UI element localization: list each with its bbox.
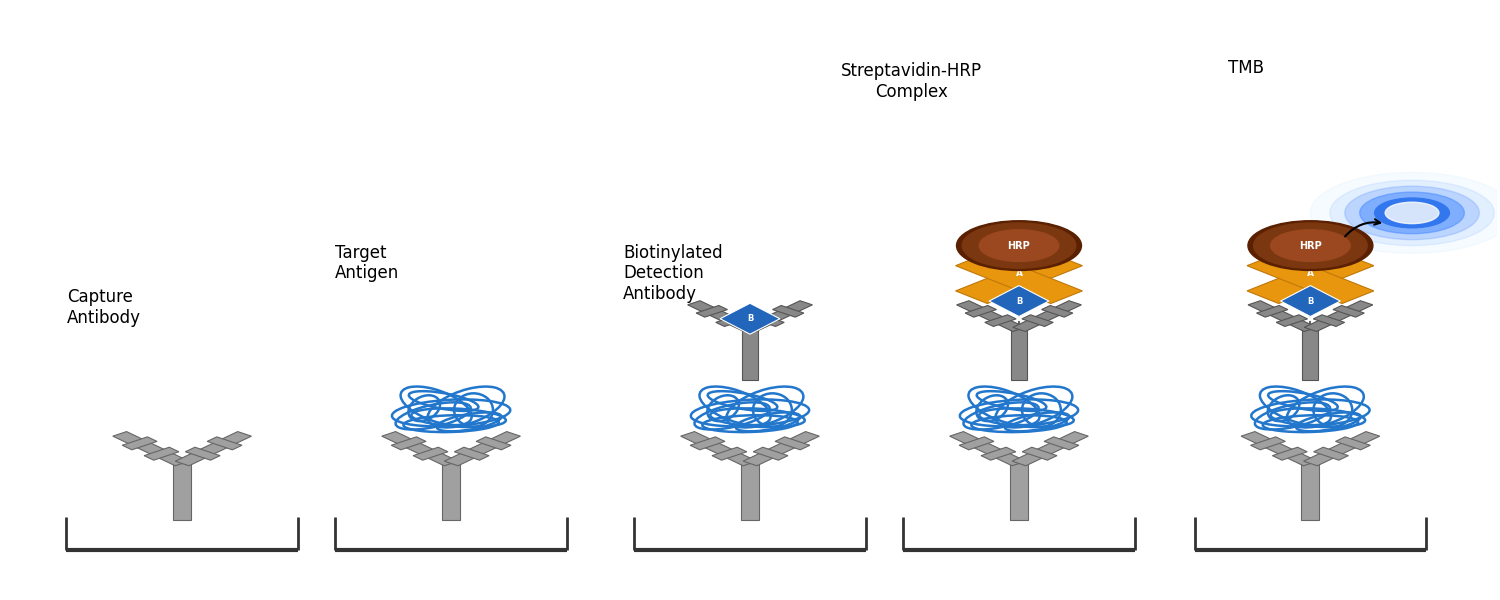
Bar (741, 463, 759, 520)
Circle shape (1359, 192, 1464, 234)
Polygon shape (776, 437, 810, 450)
Polygon shape (690, 437, 724, 450)
Circle shape (1374, 198, 1449, 228)
Polygon shape (1251, 437, 1286, 450)
Polygon shape (112, 431, 189, 466)
Text: HRP: HRP (1008, 241, 1031, 251)
Polygon shape (176, 431, 252, 466)
Circle shape (1248, 221, 1372, 271)
Polygon shape (476, 437, 512, 450)
Text: A: A (1306, 269, 1314, 278)
Polygon shape (207, 437, 242, 450)
Polygon shape (444, 431, 520, 466)
Polygon shape (957, 301, 1024, 331)
Polygon shape (1013, 301, 1082, 331)
Polygon shape (988, 286, 1048, 316)
Polygon shape (681, 431, 758, 466)
Polygon shape (950, 431, 1026, 466)
Text: Biotinylated
Detection
Antibody: Biotinylated Detection Antibody (622, 244, 723, 303)
Text: B: B (1016, 296, 1022, 305)
Polygon shape (382, 431, 458, 466)
Polygon shape (1022, 447, 1058, 460)
Polygon shape (964, 305, 996, 317)
Polygon shape (392, 437, 426, 450)
Polygon shape (413, 447, 448, 460)
Bar (172, 463, 190, 520)
Polygon shape (1304, 301, 1372, 331)
Bar (1011, 329, 1028, 380)
Bar (1302, 463, 1320, 520)
Polygon shape (696, 305, 728, 317)
Polygon shape (1334, 305, 1365, 317)
Polygon shape (1281, 286, 1341, 316)
Polygon shape (186, 447, 220, 460)
Circle shape (962, 223, 1076, 268)
Text: Target
Antigen: Target Antigen (334, 244, 399, 283)
Bar (1010, 463, 1028, 520)
Polygon shape (1240, 431, 1317, 466)
Polygon shape (687, 301, 756, 331)
Polygon shape (753, 315, 784, 326)
Polygon shape (720, 303, 780, 334)
Polygon shape (744, 301, 813, 331)
Polygon shape (742, 431, 819, 466)
Polygon shape (1246, 253, 1374, 304)
Polygon shape (1248, 301, 1317, 331)
Polygon shape (1044, 437, 1078, 450)
Polygon shape (1304, 431, 1380, 466)
Bar (1302, 329, 1318, 380)
Polygon shape (1276, 315, 1308, 326)
Polygon shape (753, 447, 788, 460)
Polygon shape (1257, 305, 1288, 317)
Polygon shape (123, 437, 158, 450)
Circle shape (1254, 223, 1366, 268)
Text: Capture
Antibody: Capture Antibody (68, 288, 141, 327)
Polygon shape (986, 315, 1016, 326)
Polygon shape (454, 447, 489, 460)
Polygon shape (1314, 315, 1344, 326)
Polygon shape (144, 447, 178, 460)
Polygon shape (1272, 447, 1306, 460)
Text: A: A (1016, 269, 1023, 278)
Polygon shape (958, 437, 994, 450)
Polygon shape (1022, 315, 1053, 326)
Circle shape (1330, 180, 1494, 245)
Circle shape (980, 230, 1059, 262)
Bar (442, 463, 460, 520)
Text: B: B (1306, 296, 1314, 305)
Polygon shape (1246, 253, 1374, 304)
Circle shape (1346, 186, 1479, 239)
Polygon shape (1013, 431, 1089, 466)
Polygon shape (956, 253, 1083, 304)
Polygon shape (1041, 305, 1072, 317)
Text: HRP: HRP (1299, 241, 1322, 251)
Polygon shape (716, 315, 747, 326)
Text: TMB: TMB (1228, 59, 1264, 77)
Circle shape (957, 221, 1082, 271)
Text: Streptavidin-HRP
Complex: Streptavidin-HRP Complex (842, 62, 983, 101)
Polygon shape (981, 447, 1016, 460)
Polygon shape (956, 253, 1083, 304)
Polygon shape (1335, 437, 1371, 450)
Circle shape (1311, 172, 1500, 253)
Polygon shape (1314, 447, 1348, 460)
Bar (742, 329, 758, 380)
Polygon shape (772, 305, 804, 317)
Text: B: B (747, 314, 753, 323)
Circle shape (1384, 202, 1438, 224)
Polygon shape (712, 447, 747, 460)
Circle shape (1270, 230, 1350, 262)
